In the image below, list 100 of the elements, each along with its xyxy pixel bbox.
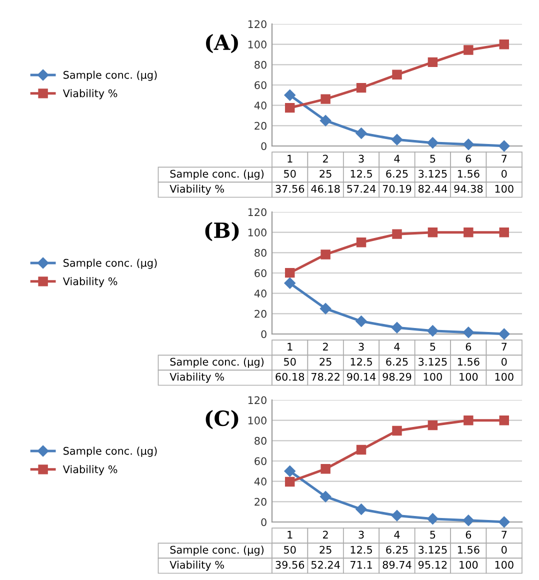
- y-tick-label: 40: [254, 102, 266, 110]
- data-label: 25: [320, 546, 332, 554]
- y-tick-label: 0: [261, 518, 266, 526]
- point: [284, 90, 296, 101]
- y-tick-label: 100: [248, 228, 266, 236]
- point: [427, 513, 438, 524]
- x-tick-label: 4: [394, 154, 400, 162]
- y-tick-label: 80: [254, 248, 266, 257]
- y-tick-label: 40: [254, 290, 266, 298]
- point: [391, 510, 403, 522]
- y-tick-label: 60: [254, 269, 266, 278]
- legend-label: Viability %: [62, 465, 118, 476]
- legend-label: Viability %: [62, 277, 118, 288]
- x-tick-label: 5: [430, 530, 436, 539]
- data-label: 70.19: [382, 184, 412, 193]
- data-label: 100: [460, 560, 478, 569]
- text: Viability %: [170, 372, 224, 383]
- point: [464, 45, 474, 55]
- data-label: 39.56: [276, 560, 304, 569]
- y-tick-label: 80: [254, 60, 266, 69]
- y-tick-label: 100: [248, 416, 266, 424]
- point: [428, 57, 438, 68]
- point: [391, 322, 403, 334]
- data-label: 57.24: [347, 184, 376, 193]
- point: [356, 444, 366, 455]
- y-tick-label: 60: [254, 81, 266, 90]
- point: [427, 325, 438, 336]
- point: [284, 476, 295, 487]
- data-label: 25: [320, 170, 332, 178]
- text: Viability %: [170, 560, 224, 571]
- data-label: 12.5: [350, 170, 372, 178]
- point: [284, 278, 296, 289]
- data-label: 98.29: [382, 372, 412, 381]
- point: [284, 268, 295, 278]
- data-label: 0: [502, 358, 507, 366]
- data-label: 52.24: [311, 560, 340, 569]
- data-label: 25: [320, 358, 332, 366]
- text: Sample conc. (µg): [170, 170, 264, 180]
- x-tick-label: 1: [288, 530, 292, 538]
- data-label: 82.44: [418, 184, 448, 193]
- legend-label: Sample conc. (µg): [64, 70, 157, 81]
- x-tick-label: 6: [466, 342, 472, 351]
- x-tick-label: 7: [502, 342, 507, 350]
- data-label: 0: [502, 170, 507, 178]
- data-label: 100: [495, 560, 514, 569]
- legend-label: Viability %: [62, 89, 118, 100]
- point: [499, 39, 510, 50]
- data-label: 3.125: [418, 546, 447, 554]
- point: [284, 102, 295, 113]
- data-label: 71.1: [350, 560, 372, 569]
- data-label: 50: [284, 170, 296, 178]
- point: [462, 514, 474, 526]
- point: [356, 82, 366, 93]
- data-label: 12.5: [350, 358, 372, 366]
- x-tick-label: 3: [358, 154, 364, 163]
- point: [499, 415, 510, 426]
- data-label: 0: [502, 546, 507, 554]
- point: [356, 128, 367, 139]
- y-tick-label: 120: [248, 20, 266, 28]
- legend-label: Sample conc. (µg): [64, 446, 157, 457]
- point: [284, 466, 296, 477]
- x-tick-label: 6: [466, 530, 472, 539]
- data-label: 6.25: [386, 546, 408, 554]
- x-tick-label: 5: [430, 154, 436, 163]
- x-tick-label: 5: [430, 342, 436, 351]
- y-tick-label: 40: [254, 478, 266, 486]
- data-label: 1.56: [458, 170, 480, 178]
- data-label: 3.125: [418, 358, 447, 366]
- y-tick-label: 120: [248, 208, 266, 216]
- point: [428, 227, 438, 238]
- chart-title: (C): [206, 410, 238, 430]
- x-tick-label: 2: [323, 154, 328, 162]
- text: Sample conc. (µg): [170, 546, 264, 556]
- data-label: 1.56: [458, 546, 480, 554]
- point: [498, 328, 510, 340]
- x-tick-label: 2: [323, 342, 328, 350]
- x-tick-label: 4: [394, 530, 400, 538]
- data-label: 6.25: [386, 358, 408, 366]
- point: [462, 326, 474, 338]
- point: [499, 227, 510, 238]
- data-label: 12.5: [350, 546, 372, 554]
- data-label: 46.18: [311, 184, 340, 193]
- x-tick-label: 1: [288, 154, 292, 162]
- point: [391, 134, 403, 146]
- data-label: 100: [495, 184, 514, 193]
- point: [462, 138, 474, 150]
- y-tick-label: 20: [254, 310, 266, 318]
- point: [427, 137, 438, 148]
- x-tick-label: 7: [502, 154, 507, 162]
- y-tick-label: 80: [254, 436, 266, 445]
- y-tick-label: 120: [248, 396, 266, 404]
- y-tick-label: 0: [261, 330, 266, 338]
- y-tick-label: 100: [248, 40, 266, 48]
- y-tick-label: 20: [254, 122, 266, 130]
- data-label: 95.12: [418, 560, 447, 569]
- y-tick-label: 60: [254, 457, 266, 466]
- data-label: 1.56: [458, 358, 480, 366]
- point: [356, 237, 366, 248]
- point: [464, 227, 474, 238]
- point: [356, 316, 367, 327]
